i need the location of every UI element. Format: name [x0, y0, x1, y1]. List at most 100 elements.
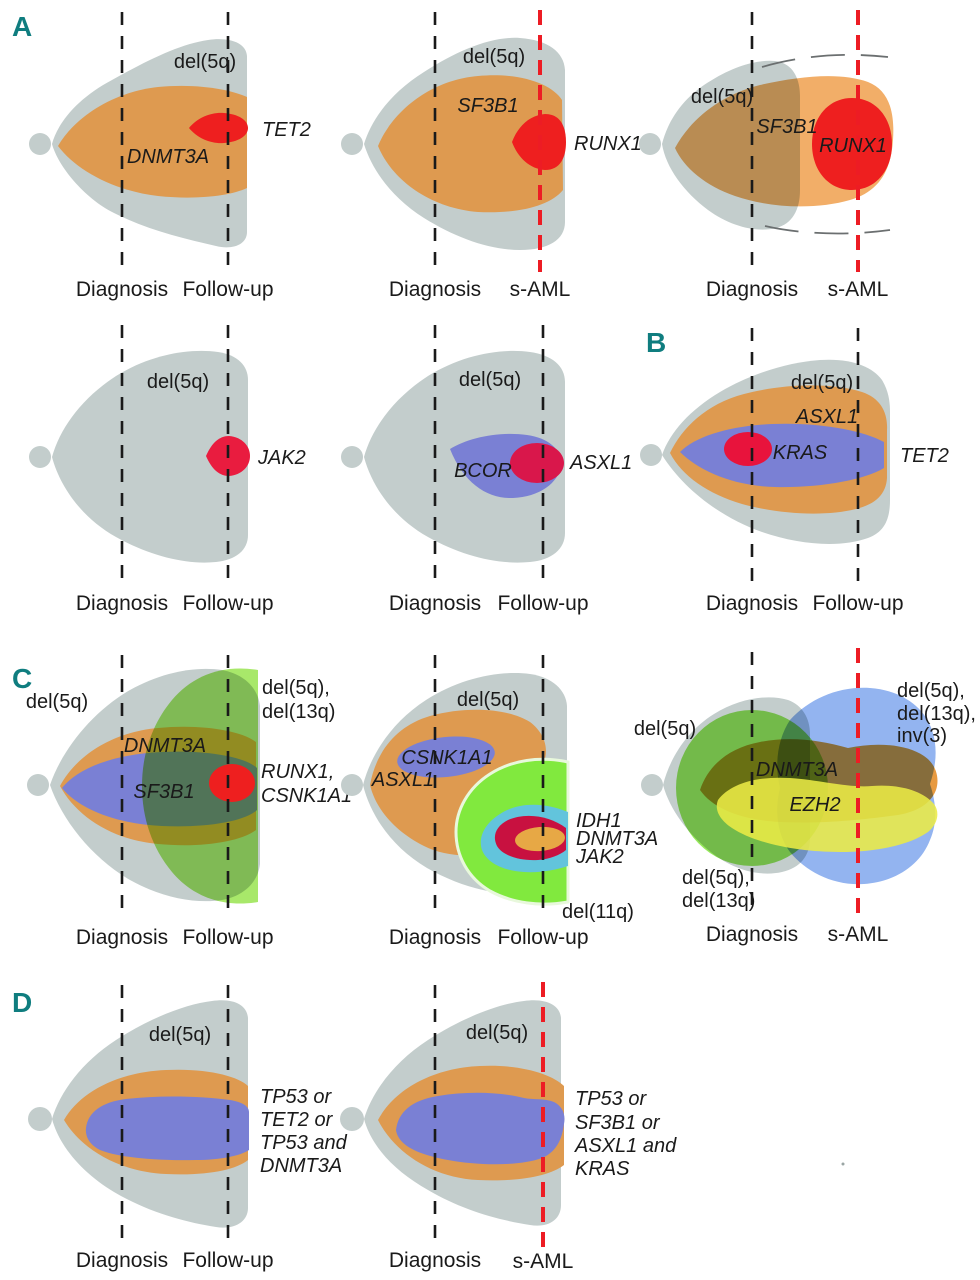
clone-label-sf3b1: SF3B1 [457, 95, 518, 117]
origin-node [341, 133, 363, 155]
axis-label-followup: Follow-up [497, 592, 588, 615]
origin-node [640, 444, 662, 466]
origin-node [341, 446, 363, 468]
axis-label-followup: Follow-up [182, 592, 273, 615]
origin-node [639, 133, 661, 155]
clone-label-jak2: JAK2 [257, 447, 306, 469]
clone-label-runx1-line1: RUNX1, [261, 761, 334, 783]
origin-node [29, 446, 51, 468]
axis-label-diagnosis: Diagnosis [389, 1249, 481, 1272]
axis-label-saml: s-AML [828, 923, 889, 946]
panel-c-letter: C [12, 663, 32, 694]
clone-blue-shape [85, 1096, 249, 1161]
plot-c3: del(5q) DNMT3A EZH2 del(5q), del(13q) de… [634, 648, 976, 946]
clone-label-tet2: TET2 [900, 445, 949, 467]
clone-label-del5q: del(5q) [149, 1024, 211, 1046]
clone-label-del5q: del(5q) [26, 691, 88, 713]
projected-outline-top [761, 54, 889, 68]
axis-label-saml: s-AML [828, 278, 889, 301]
plot-a3: del(5q) SF3B1 RUNX1 Diagnosis s-AML [639, 10, 894, 301]
clone-label-idh1: IDH1 [576, 810, 622, 832]
clone-label-green-line1: del(5q), [682, 867, 750, 889]
clone-label-dnmt3a: DNMT3A [127, 146, 209, 168]
plot-c2: del(5q) ASXL1 CSNK1A1 IDH1 DNMT3A JAK2 d… [341, 655, 658, 949]
axis-label-followup: Follow-up [182, 278, 273, 301]
clone-sf3b1-shape [378, 75, 563, 213]
clone-label-runx1: RUNX1 [819, 135, 887, 157]
clone-jak2-shape [515, 826, 565, 852]
clone-label-del5q: del(5q) [466, 1022, 528, 1044]
clone-dnmt3a-shape [58, 85, 247, 198]
axis-label-diagnosis: Diagnosis [706, 278, 798, 301]
clone-label-del13q-line1: del(5q), [262, 677, 330, 699]
clone-label-side-line3: ASXL1 and [574, 1135, 677, 1157]
clone-label-tet2: TET2 [262, 119, 311, 141]
axis-label-diagnosis: Diagnosis [76, 1249, 168, 1272]
axis-label-diagnosis: Diagnosis [706, 592, 798, 615]
plot-c1: del(5q) DNMT3A SF3B1 del(5q), del(13q) R… [26, 655, 352, 949]
panel-b-letter: B [646, 327, 666, 358]
origin-node [340, 1107, 364, 1131]
clone-label-blue-line2: del(13q), [897, 703, 976, 725]
clone-runx1-shape [812, 98, 892, 190]
clone-label-green-line2: del(13q) [682, 890, 755, 912]
axis-label-diagnosis: Diagnosis [706, 923, 798, 946]
origin-node [27, 774, 49, 796]
clone-label-del5q: del(5q) [634, 718, 696, 740]
axis-label-diagnosis: Diagnosis [76, 592, 168, 615]
clone-label-side-line2: TET2 or [260, 1109, 334, 1131]
axis-label-diagnosis: Diagnosis [76, 278, 168, 301]
clone-label-csnk1a1: CSNK1A1 [401, 747, 492, 769]
plot-a1: del(5q) DNMT3A TET2 Diagnosis Follow-up [29, 12, 311, 301]
clone-label-side-line2: SF3B1 or [575, 1112, 661, 1134]
origin-node [341, 774, 363, 796]
axis-label-diagnosis: Diagnosis [389, 278, 481, 301]
axis-label-followup: Follow-up [182, 926, 273, 949]
origin-node [28, 1107, 52, 1131]
clone-del5q-shape [52, 350, 248, 563]
clone-label-sf3b1: SF3B1 [133, 781, 194, 803]
axis-label-followup: Follow-up [182, 1249, 273, 1272]
axis-label-diagnosis: Diagnosis [389, 926, 481, 949]
axis-label-saml: s-AML [510, 278, 571, 301]
clone-label-dnmt3a: DNMT3A [756, 759, 838, 781]
clone-label-bcor: BCOR [454, 460, 512, 482]
projected-outline-bottom [764, 225, 891, 235]
clone-label-jak2: JAK2 [575, 846, 624, 868]
clone-label-runx1: RUNX1 [574, 133, 642, 155]
axis-label-diagnosis: Diagnosis [389, 592, 481, 615]
clone-label-ezh2: EZH2 [789, 794, 840, 816]
plot-d1: del(5q) TP53 or TET2 or TP53 and DNMT3A … [28, 985, 348, 1272]
clone-label-side-line4: DNMT3A [260, 1155, 342, 1177]
axis-label-followup: Follow-up [812, 592, 903, 615]
plot-d2: del(5q) TP53 or SF3B1 or ASXL1 and KRAS … [340, 982, 677, 1273]
print-speck [841, 1162, 845, 1166]
clone-asxl1-shape [510, 443, 564, 483]
clone-label-csnk1a1-line2: CSNK1A1 [261, 785, 352, 807]
clone-label-asxl1: ASXL1 [795, 406, 858, 428]
clone-blue-shape [396, 1092, 565, 1165]
axis-label-saml: s-AML [513, 1250, 574, 1273]
clone-label-blue-line3: inv(3) [897, 725, 947, 747]
clone-kras-shape [724, 432, 772, 466]
axis-label-diagnosis: Diagnosis [76, 926, 168, 949]
plot-a4: del(5q) JAK2 Diagnosis Follow-up [29, 325, 306, 615]
origin-node [29, 133, 51, 155]
panel-d-letter: D [12, 987, 32, 1018]
clone-label-asxl1: ASXL1 [371, 769, 434, 791]
clone-label-del11q: del(11q) [562, 901, 634, 923]
clone-csnk1a1-shape [397, 736, 495, 778]
clone-tet2-shape [189, 112, 248, 144]
clone-label-asxl1: ASXL1 [569, 452, 632, 474]
plot-a5: del(5q) BCOR ASXL1 Diagnosis Follow-up [341, 325, 632, 615]
clone-runx1-csnk1a1-shape [209, 764, 255, 802]
clone-label-kras: KRAS [773, 442, 828, 464]
clone-ezh2-shape [716, 777, 938, 852]
clone-label-del13q-line2: del(13q) [262, 701, 335, 723]
clone-label-side-line1: TP53 or [575, 1088, 647, 1110]
clone-label-del5q: del(5q) [691, 86, 753, 108]
clone-label-dnmt3a: DNMT3A [124, 735, 206, 757]
clone-label-del5q: del(5q) [457, 689, 519, 711]
